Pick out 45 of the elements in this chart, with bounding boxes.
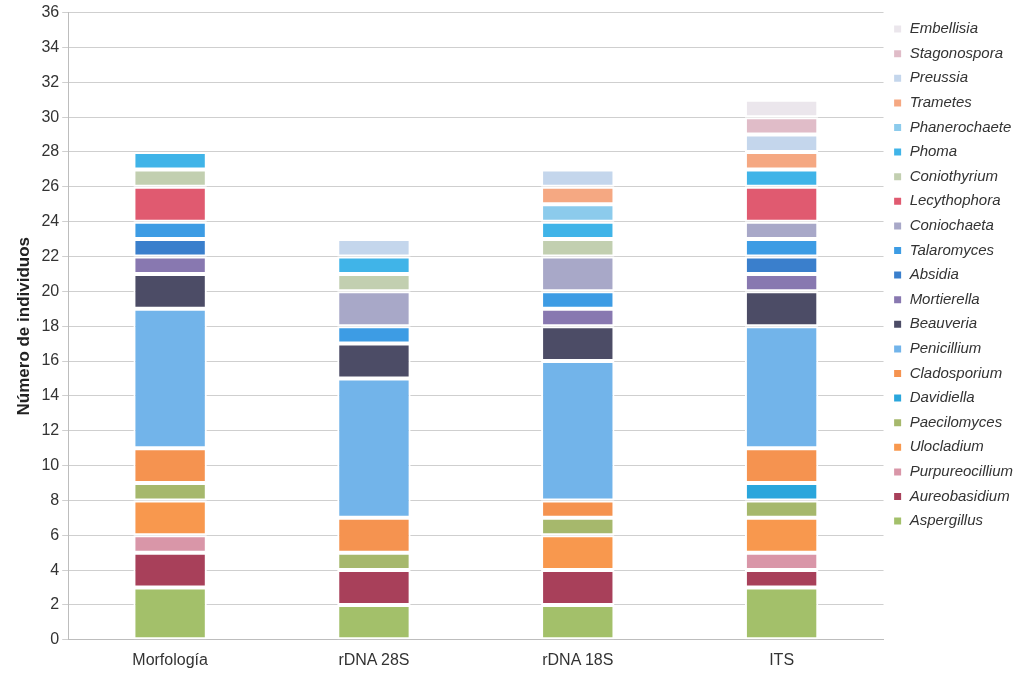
y-tick-label: 4 [50, 560, 60, 578]
legend-label: Ulocladium [909, 437, 984, 455]
y-tick-label: 8 [50, 490, 60, 508]
legend-label: Lecythophora [909, 191, 1001, 209]
legend-label: Absidia [908, 265, 959, 283]
x-tick-label: rDNA 28S [338, 650, 410, 668]
legend-label: Preussia [909, 68, 968, 86]
legend-label: Aureobasidium [908, 486, 1010, 504]
y-tick-label: 20 [41, 281, 60, 299]
y-tick-label: 34 [41, 37, 60, 55]
legend-label: Beauveria [909, 314, 978, 332]
y-tick-label: 6 [50, 525, 60, 543]
y-tick-label: 16 [41, 351, 60, 369]
legend-label: Trametes [909, 93, 973, 111]
y-tick-label: 10 [41, 455, 60, 473]
legend-label: Paecilomyces [909, 412, 1003, 430]
y-tick-label: 32 [41, 72, 60, 90]
legend-label: Talaromyces [909, 240, 995, 258]
y-tick-label: 30 [41, 107, 60, 125]
legend-label: Mortierella [909, 289, 980, 307]
legend-label: Embellisia [909, 19, 978, 37]
y-tick-label: 26 [41, 177, 60, 195]
x-tick-label: rDNA 18S [542, 650, 614, 668]
y-tick-label: 28 [41, 142, 60, 160]
x-tick-label: ITS [769, 650, 795, 668]
x-tick-label: Morfología [132, 650, 209, 668]
legend-label: Stagonospora [909, 43, 1004, 61]
legend-label: Cladosporium [909, 363, 1003, 381]
legend-label: Phoma [909, 142, 958, 160]
legend-label: Phanerochaete [909, 117, 1012, 135]
legend-label: Purpureocillium [909, 462, 1013, 480]
legend-label: Davidiella [909, 388, 975, 406]
y-axis-title: Número de individuos [13, 236, 33, 416]
legend-label: Penicillium [909, 339, 982, 357]
y-tick-label: 18 [41, 316, 60, 334]
y-tick-label: 0 [50, 630, 60, 648]
y-tick-label: 12 [41, 421, 60, 439]
y-tick-label: 2 [50, 595, 60, 613]
y-tick-label: 36 [41, 3, 60, 21]
legend-label: Aspergillus [908, 511, 984, 529]
y-tick-label: 24 [41, 212, 60, 230]
legend-label: Coniochaeta [909, 216, 994, 234]
y-tick-label: 22 [41, 246, 60, 264]
legend-label: Coniothyrium [909, 166, 998, 184]
y-tick-label: 14 [41, 386, 60, 404]
